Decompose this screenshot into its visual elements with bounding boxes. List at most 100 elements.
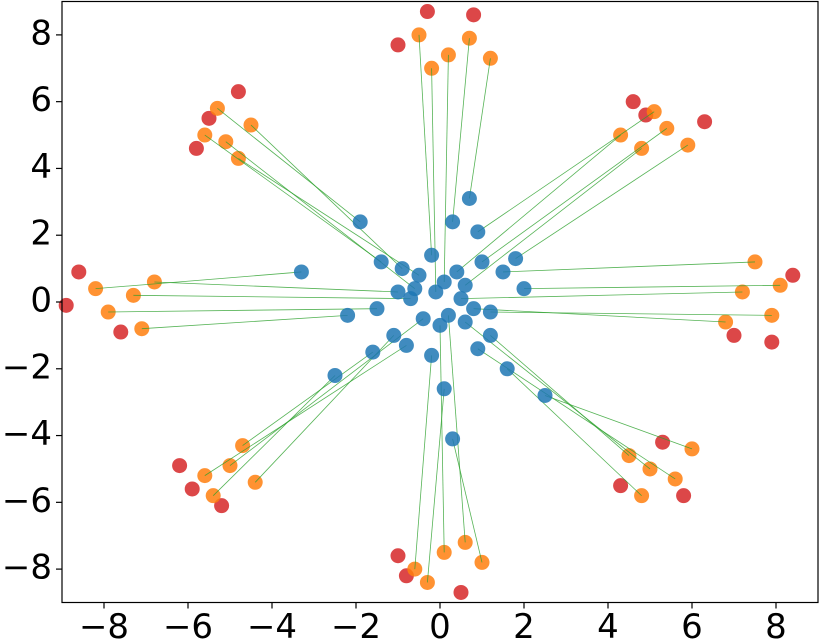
link [460, 291, 743, 300]
links [95, 34, 781, 583]
point [436, 381, 452, 397]
point [424, 347, 440, 363]
link [250, 124, 403, 269]
link [490, 311, 772, 316]
point [482, 50, 498, 66]
x-tick-label: 0 [429, 607, 451, 644]
point [365, 344, 381, 360]
link [204, 345, 407, 476]
y-tick-label: 6 [30, 80, 52, 120]
point [466, 7, 482, 23]
point [214, 498, 230, 514]
point [482, 304, 498, 320]
point [470, 341, 486, 357]
link [523, 284, 781, 290]
point [461, 190, 477, 206]
point [508, 251, 524, 267]
link [443, 54, 449, 282]
link [254, 335, 395, 483]
link [238, 158, 420, 276]
point [390, 548, 406, 564]
link [452, 438, 483, 563]
point [457, 314, 473, 330]
link [469, 58, 491, 199]
link [515, 144, 689, 259]
link [502, 261, 756, 273]
point [386, 327, 402, 343]
point [419, 4, 435, 20]
point [457, 277, 473, 293]
point [424, 247, 440, 263]
link [448, 315, 466, 543]
point [625, 94, 641, 110]
x-tick-label: 8 [765, 607, 787, 644]
link [212, 375, 336, 496]
point [369, 301, 385, 317]
link [229, 318, 424, 466]
link [477, 111, 655, 233]
link [141, 314, 348, 330]
point [785, 267, 801, 283]
point [188, 140, 204, 156]
point [613, 478, 629, 494]
point [726, 327, 742, 343]
point [398, 337, 414, 353]
point [293, 264, 309, 280]
point [340, 307, 356, 323]
point [453, 291, 469, 307]
y-tick-label: −8 [2, 548, 52, 588]
point [415, 311, 431, 327]
y-tick-label: −4 [2, 414, 52, 454]
point [432, 317, 448, 333]
point [172, 458, 188, 474]
y-tick-label: 4 [30, 147, 52, 187]
point [449, 264, 465, 280]
point [184, 481, 200, 497]
point [71, 264, 87, 280]
x-tick-label: −4 [247, 607, 297, 644]
y-tick-label: 8 [30, 13, 52, 53]
point [516, 281, 532, 297]
point [201, 110, 217, 126]
point [764, 334, 780, 350]
point [453, 584, 469, 600]
link [473, 308, 726, 323]
link [217, 108, 361, 223]
y-tick-label: −2 [2, 347, 52, 387]
link [439, 325, 445, 553]
x-tick-label: −6 [163, 607, 213, 644]
point [327, 367, 343, 383]
link [506, 368, 642, 496]
link [95, 271, 302, 290]
link [464, 321, 651, 470]
point [113, 324, 129, 340]
point [466, 301, 482, 317]
y-tick-label: 0 [30, 281, 52, 321]
x-tick-label: 4 [597, 607, 619, 644]
point [440, 307, 456, 323]
point [499, 361, 515, 377]
y-tick-label: −6 [2, 481, 52, 521]
x-tick-label: −8 [79, 607, 129, 644]
point [655, 434, 671, 450]
point [373, 254, 389, 270]
point [394, 261, 410, 277]
x-tick-label: 2 [513, 607, 535, 644]
link [456, 134, 621, 273]
link [154, 281, 399, 293]
point [495, 264, 511, 280]
link [427, 388, 445, 583]
point [390, 37, 406, 53]
link [204, 134, 382, 263]
link [490, 335, 630, 456]
link [418, 34, 432, 256]
point [230, 84, 246, 100]
x-tick-label: 6 [681, 607, 703, 644]
point [428, 284, 444, 300]
link [414, 355, 432, 570]
point [470, 224, 486, 240]
link [108, 308, 378, 313]
plot-frame [61, 0, 819, 604]
link [544, 395, 693, 450]
point [403, 291, 419, 307]
